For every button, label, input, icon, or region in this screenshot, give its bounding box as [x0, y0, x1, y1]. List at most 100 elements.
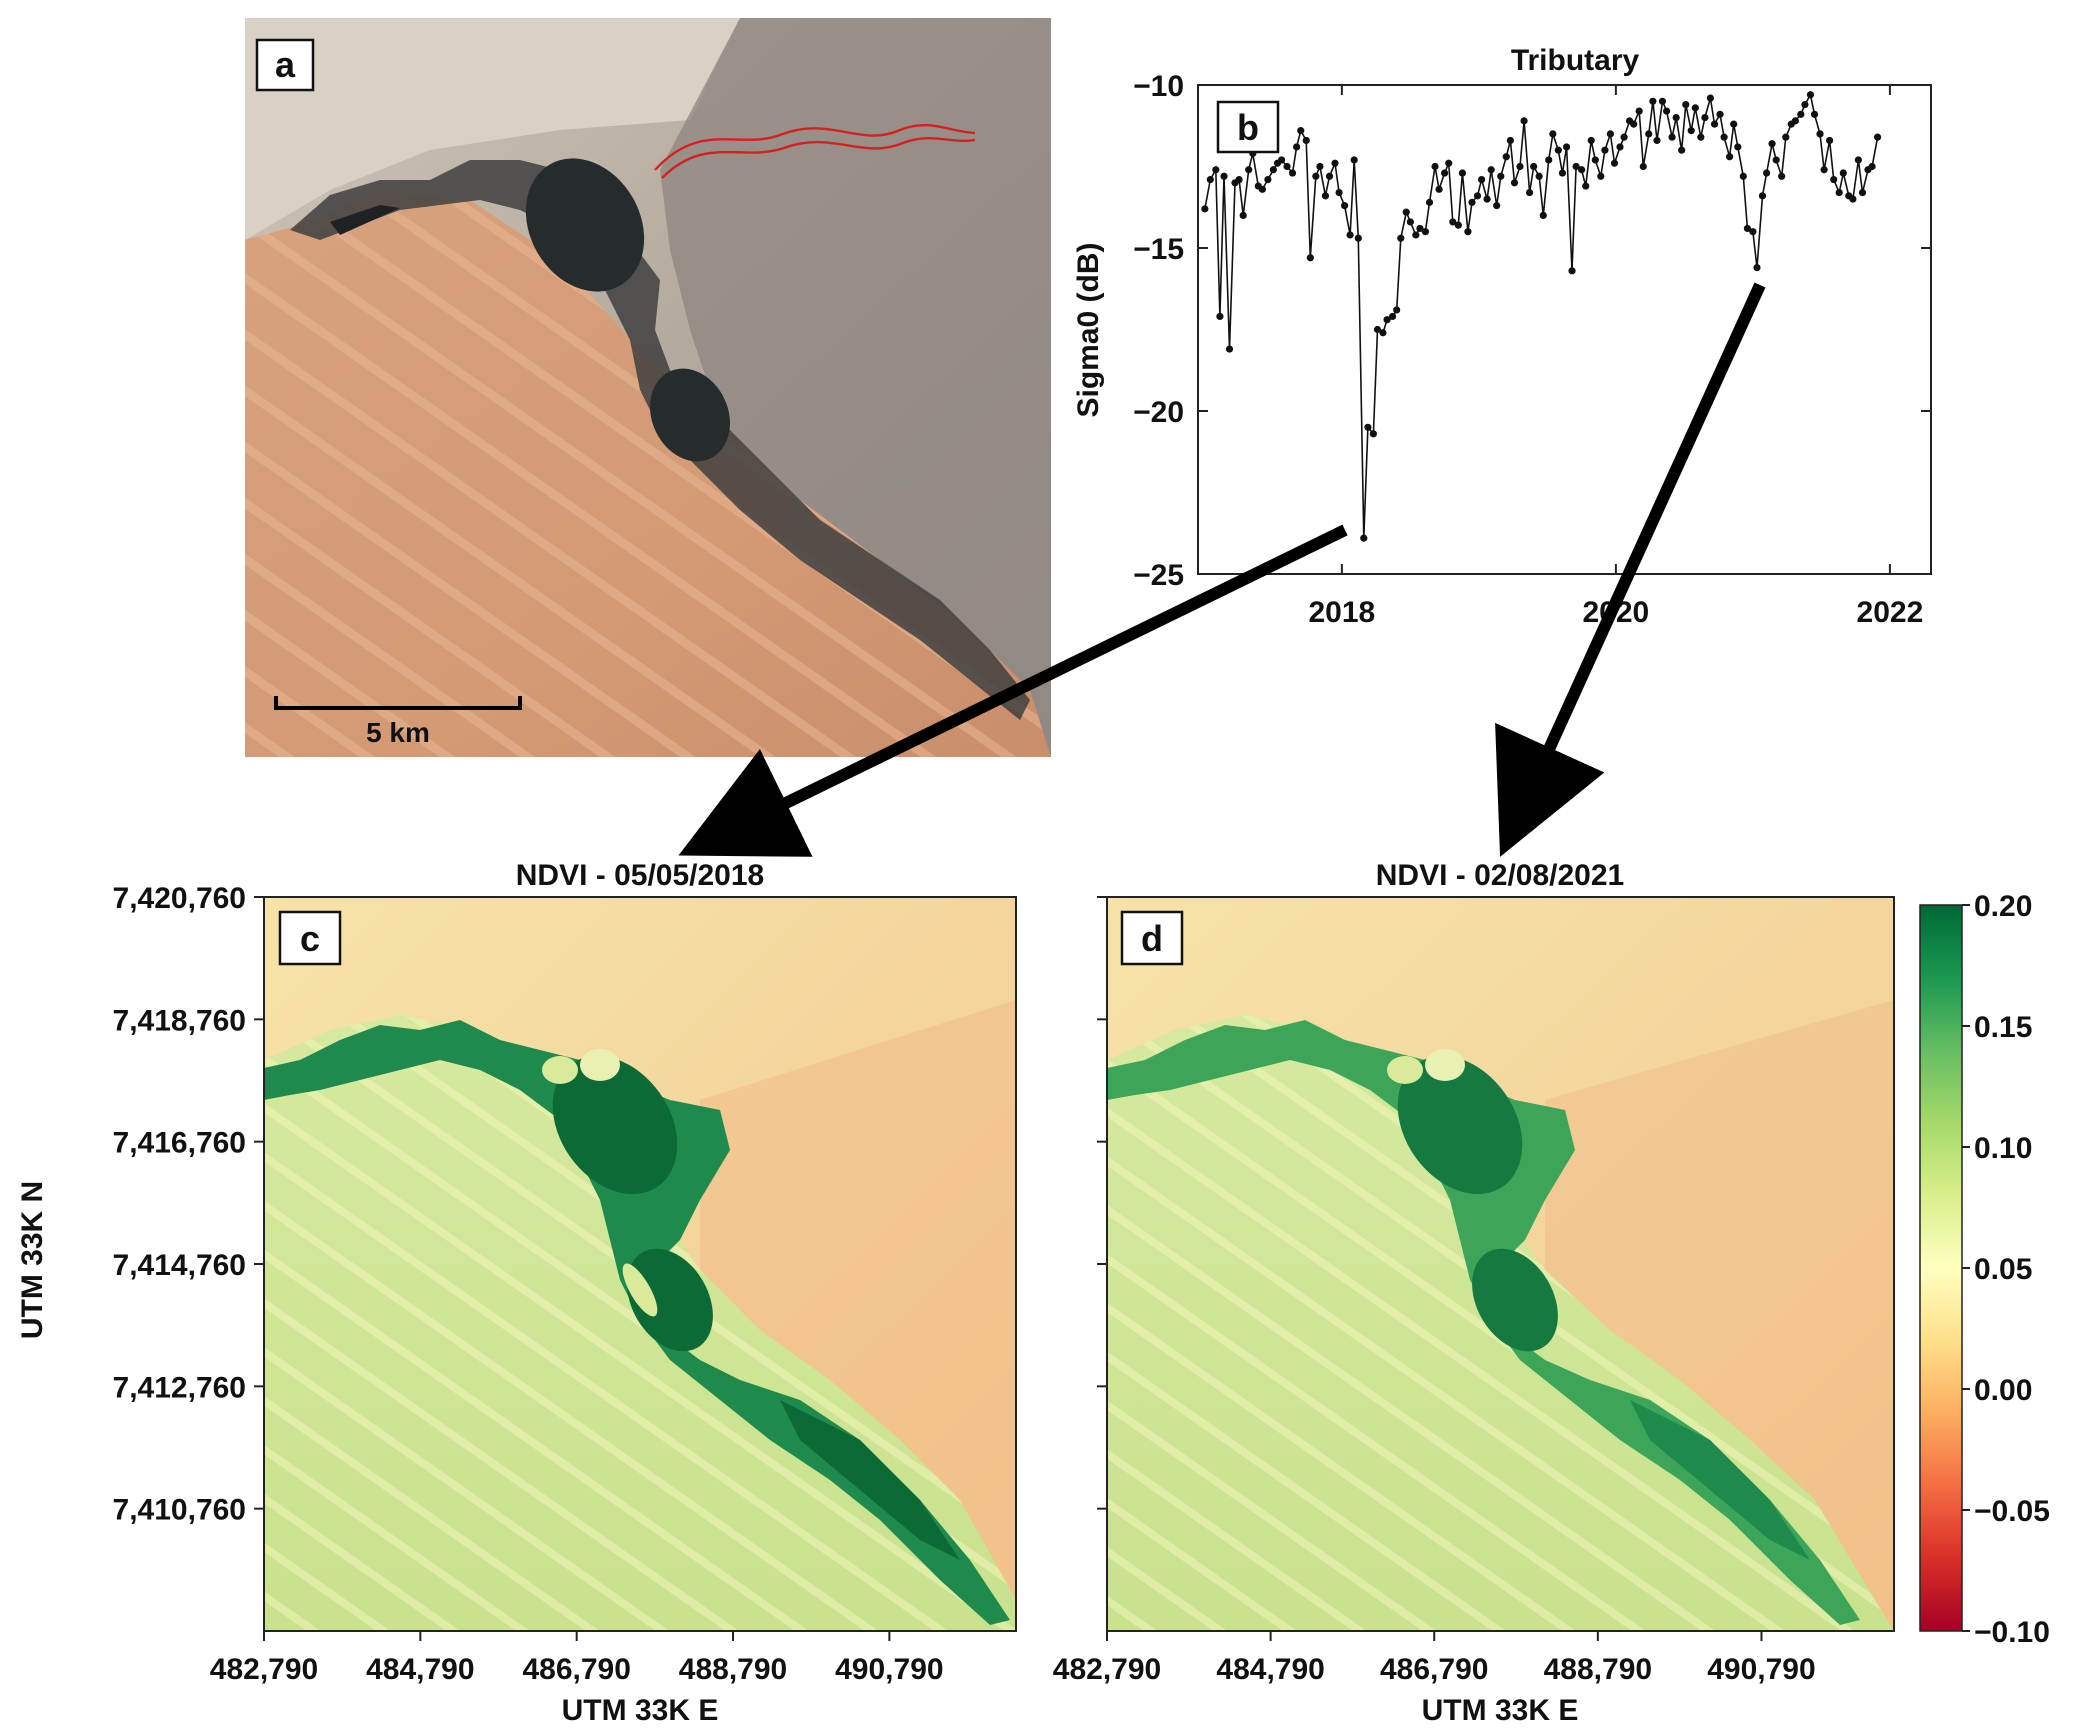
panel-d-ndvi-map: NDVI - 02/08/2021 d 482,790 484,790 486,79… — [1053, 859, 1895, 1727]
data-point — [1578, 166, 1586, 174]
data-point — [1306, 254, 1314, 262]
map-y-tick-label: 7,418,760 — [113, 1004, 246, 1037]
panel-d-label: d — [1141, 918, 1163, 959]
data-point — [1502, 153, 1510, 161]
data-point — [1464, 228, 1472, 236]
data-point — [1725, 153, 1734, 161]
data-point — [1806, 91, 1815, 99]
data-point — [1739, 172, 1747, 180]
map-y-tick-label: 7,416,760 — [113, 1127, 246, 1160]
data-point — [1312, 172, 1320, 180]
map-x-tick-label: 488,790 — [1544, 1653, 1652, 1686]
data-point — [1388, 312, 1397, 321]
data-point — [1402, 208, 1410, 216]
chart-x-ticks: 201820202022 — [1308, 85, 1923, 629]
chart-y-tick-label: −25 — [1133, 559, 1184, 592]
data-point — [1360, 534, 1368, 542]
data-point — [1830, 175, 1838, 184]
data-point — [1206, 175, 1214, 184]
data-point — [1858, 188, 1867, 197]
data-point — [1425, 198, 1434, 206]
data-point — [1539, 211, 1547, 219]
data-point — [1710, 120, 1719, 128]
data-point — [1734, 143, 1742, 151]
arrow-2018-to-panel-c — [678, 524, 1348, 857]
data-point — [1601, 146, 1609, 154]
data-point — [1520, 117, 1528, 125]
data-point — [1487, 166, 1495, 174]
data-point — [1549, 130, 1557, 138]
data-point — [1220, 172, 1228, 180]
data-point — [1478, 175, 1486, 184]
map-x-tick-label: 482,790 — [210, 1653, 318, 1686]
data-point — [1826, 136, 1834, 145]
colorbar-ticks: 0.20 0.15 0.10 0.05 0.00 −0.05 −0.10 — [1962, 890, 2050, 1649]
map-x-ticks-d: 482,790 484,790 486,790 488,790 490,790 — [1053, 1631, 1816, 1686]
data-point — [1801, 100, 1809, 109]
data-point — [1572, 162, 1580, 171]
chart-x-tick-label: 2022 — [1857, 596, 1924, 629]
data-point — [1630, 120, 1638, 128]
data-point — [1873, 133, 1882, 141]
series-line — [1204, 92, 1879, 539]
data-point — [1235, 175, 1243, 184]
data-point — [1516, 162, 1524, 171]
data-point — [1264, 175, 1272, 184]
map-y-tick-label: 7,414,760 — [113, 1249, 246, 1282]
data-point — [1212, 166, 1220, 174]
data-point — [1277, 156, 1286, 164]
data-point — [1530, 162, 1538, 171]
data-point — [1653, 136, 1661, 145]
scalebar-label: 5 km — [366, 717, 430, 748]
chart-x-tick-label: 2018 — [1308, 596, 1375, 629]
series-points — [1201, 91, 1882, 542]
data-point — [1510, 179, 1519, 187]
data-point — [1597, 172, 1605, 180]
colorbar-tick-label: −0.05 — [1974, 1495, 2050, 1528]
data-point — [1412, 231, 1420, 239]
data-point — [1682, 100, 1690, 109]
map-x-tick-label: 484,790 — [1216, 1653, 1324, 1686]
data-point — [1635, 107, 1643, 115]
data-point — [1662, 107, 1671, 115]
data-point — [1506, 136, 1514, 145]
data-point — [1782, 133, 1790, 141]
map-y-tick-label: 7,420,760 — [113, 882, 246, 915]
data-point — [1302, 136, 1310, 145]
data-point — [1435, 185, 1443, 193]
data-point — [1341, 202, 1349, 210]
data-point — [1587, 136, 1595, 145]
data-point — [1730, 120, 1738, 128]
arrow-2021-to-panel-d — [1495, 282, 1766, 857]
chart-y-label: Sigma0 (dB) — [1072, 242, 1105, 417]
data-point — [1749, 228, 1757, 236]
chart-y-tick-label: −15 — [1133, 233, 1184, 266]
data-point — [1431, 162, 1439, 171]
data-point — [1820, 166, 1828, 174]
data-point — [1350, 156, 1358, 164]
data-point — [1582, 182, 1590, 190]
data-point — [1645, 130, 1653, 138]
data-point — [1620, 133, 1628, 141]
map-y-ticks: 7,420,760 7,418,760 7,416,760 7,414,760 7,41… — [113, 882, 264, 1527]
data-point — [1716, 110, 1724, 118]
data-point — [1525, 188, 1534, 197]
chart-y-ticks: −10 −15 −20 −25 — [1133, 70, 1931, 592]
colorbar: 0.20 0.15 0.10 0.05 0.00 −0.05 −0.10 — [1919, 890, 2050, 1649]
data-point — [1568, 267, 1576, 275]
data-point — [1225, 345, 1234, 353]
data-point — [1554, 146, 1562, 154]
data-point — [1449, 218, 1457, 226]
panel-b-chart: Tributary −10 −15 −20 −25 201820202022 Sigm… — [1072, 44, 1932, 629]
data-point — [1706, 94, 1715, 102]
data-point — [1743, 224, 1752, 233]
data-point — [1283, 162, 1291, 171]
map-y-tick-label: 7,410,760 — [113, 1494, 246, 1527]
data-point — [1269, 166, 1277, 174]
data-point — [1639, 162, 1647, 171]
colorbar-tick-label: 0.05 — [1974, 1253, 2032, 1286]
data-point — [1753, 263, 1761, 272]
panel-c-title: NDVI - 05/05/2018 — [516, 859, 764, 892]
colorbar-tick-label: 0.00 — [1974, 1374, 2032, 1407]
colorbar-tick-label: 0.15 — [1974, 1011, 2032, 1044]
